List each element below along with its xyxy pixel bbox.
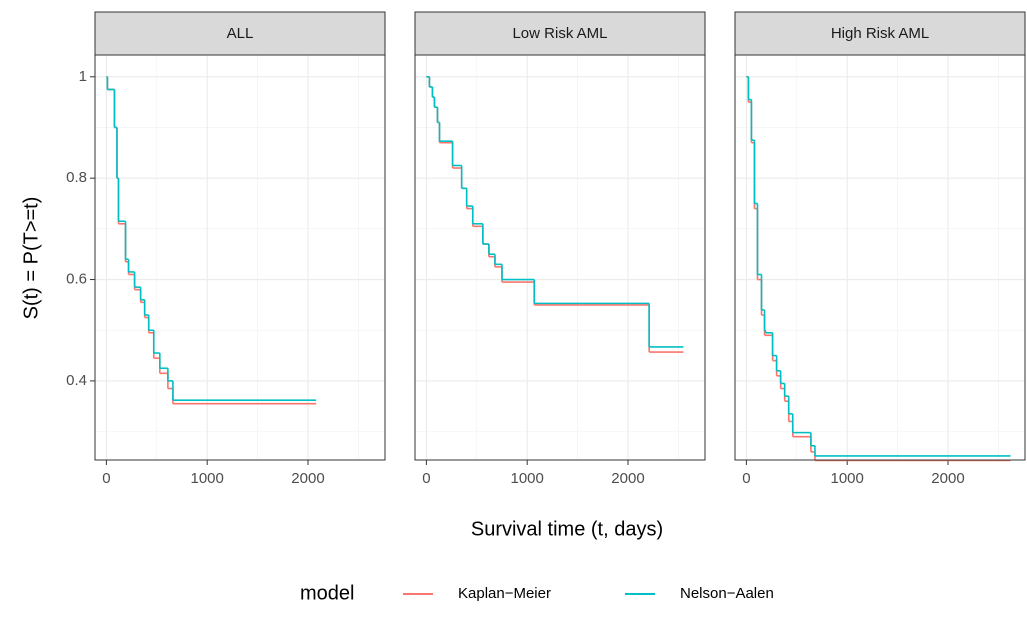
x-tick-label: 0: [422, 470, 430, 487]
y-axis-title: S(t) = P(T>=t): [20, 197, 42, 320]
x-axis-title: Survival time (t, days): [471, 518, 663, 540]
y-tick-label: 1: [79, 68, 87, 85]
strip-label: Low Risk AML: [512, 25, 607, 42]
strip-label: High Risk AML: [831, 25, 929, 42]
strip: [734, 11, 1026, 56]
x-tick-label: 1000: [831, 470, 864, 487]
panel-border: [94, 54, 386, 461]
x-tick-label: 2000: [291, 470, 324, 487]
x-tick-label: 1000: [511, 470, 544, 487]
legend-label: Kaplan−Meier: [458, 585, 551, 602]
panel-border: [734, 54, 1026, 461]
legend-title: model: [300, 582, 354, 604]
x-tick-label: 1000: [191, 470, 224, 487]
panel-border: [414, 54, 706, 461]
y-tick-label: 0.8: [66, 169, 87, 186]
strip: [94, 11, 386, 56]
legend-label: Nelson−Aalen: [680, 585, 774, 602]
x-tick-label: 2000: [611, 470, 644, 487]
x-tick-label: 0: [742, 470, 750, 487]
x-tick-label: 0: [102, 470, 110, 487]
x-tick-label: 2000: [931, 470, 964, 487]
strip-label: ALL: [227, 25, 254, 42]
y-tick-label: 0.4: [66, 372, 87, 389]
y-tick-label: 0.6: [66, 271, 87, 288]
